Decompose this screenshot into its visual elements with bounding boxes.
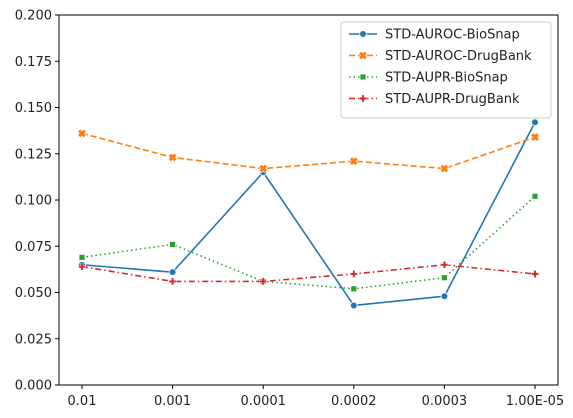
data-point — [439, 163, 450, 174]
data-point — [259, 277, 268, 286]
x-tick-label: 0.0001 — [240, 394, 286, 409]
legend-entry: STD-AUROC-BioSnap — [349, 28, 520, 43]
legend-label: STD-AUPR-DrugBank — [385, 92, 520, 107]
data-point — [168, 268, 177, 276]
data-point — [440, 260, 449, 269]
data-point — [77, 128, 87, 139]
data-point — [440, 274, 448, 282]
x-axis: 0.01 0.001 0.0001 0.0002 0.0003 1.00E-05 — [68, 385, 564, 409]
data-point — [258, 163, 268, 174]
x-tick-label: 0.001 — [154, 394, 191, 409]
legend-label: STD-AUROC-DrugBank — [385, 49, 532, 64]
data-point — [531, 192, 539, 200]
legend-entry: STD-AUPR-DrugBank — [349, 92, 520, 107]
legend-marker — [359, 73, 367, 81]
data-point — [169, 240, 177, 248]
y-tick-label: 0.100 — [15, 194, 52, 209]
x-tick-label: 0.0002 — [331, 394, 377, 409]
y-tick-label: 0.150 — [15, 101, 52, 116]
legend-label: STD-AUROC-BioSnap — [385, 28, 520, 43]
y-tick-label: 0.025 — [15, 332, 52, 347]
data-point — [167, 152, 178, 163]
data-point — [349, 270, 358, 278]
x-tick-label: 0.01 — [68, 394, 97, 409]
data-point — [168, 277, 177, 286]
y-tick-label: 0.200 — [15, 9, 52, 24]
y-tick-label: 0.050 — [15, 286, 52, 301]
legend-entry: STD-AUPR-BioSnap — [349, 71, 508, 86]
x-tick-label: 0.0003 — [422, 394, 468, 409]
series-layer — [77, 118, 540, 310]
legend-marker — [359, 94, 367, 103]
x-tick-label: 1.00E-05 — [506, 394, 564, 409]
legend-label: STD-AUPR-BioSnap — [385, 71, 508, 86]
data-point — [350, 285, 358, 293]
series-line — [81, 132, 536, 170]
data-point — [78, 262, 86, 271]
series-line — [81, 121, 536, 307]
legend: STD-AUROC-BioSnap STD-AUROC-DrugBank STD-A… — [340, 21, 552, 119]
series-std-auroc-drugbank — [77, 128, 540, 174]
y-tick-label: 0.175 — [15, 55, 52, 70]
series-std-aupr-drugbank — [78, 260, 539, 286]
legend-marker — [359, 30, 367, 38]
y-tick-label: 0.075 — [15, 240, 52, 255]
y-tick-label: 0.125 — [15, 147, 52, 162]
data-point — [531, 118, 539, 127]
data-point — [530, 132, 540, 142]
y-axis: 0.000 0.025 0.050 0.075 0.100 0.125 0.150 0.175… — [15, 9, 59, 394]
series-line — [81, 263, 536, 283]
data-point — [78, 253, 86, 261]
legend-marker — [358, 50, 368, 61]
legend-entry: STD-AUROC-DrugBank — [349, 49, 532, 64]
data-point — [349, 301, 358, 310]
y-tick-label: 0.000 — [15, 379, 52, 394]
legend-box — [340, 21, 552, 119]
data-point — [531, 270, 539, 278]
series-line — [81, 195, 536, 290]
data-point — [440, 292, 449, 301]
data-point — [349, 156, 359, 166]
